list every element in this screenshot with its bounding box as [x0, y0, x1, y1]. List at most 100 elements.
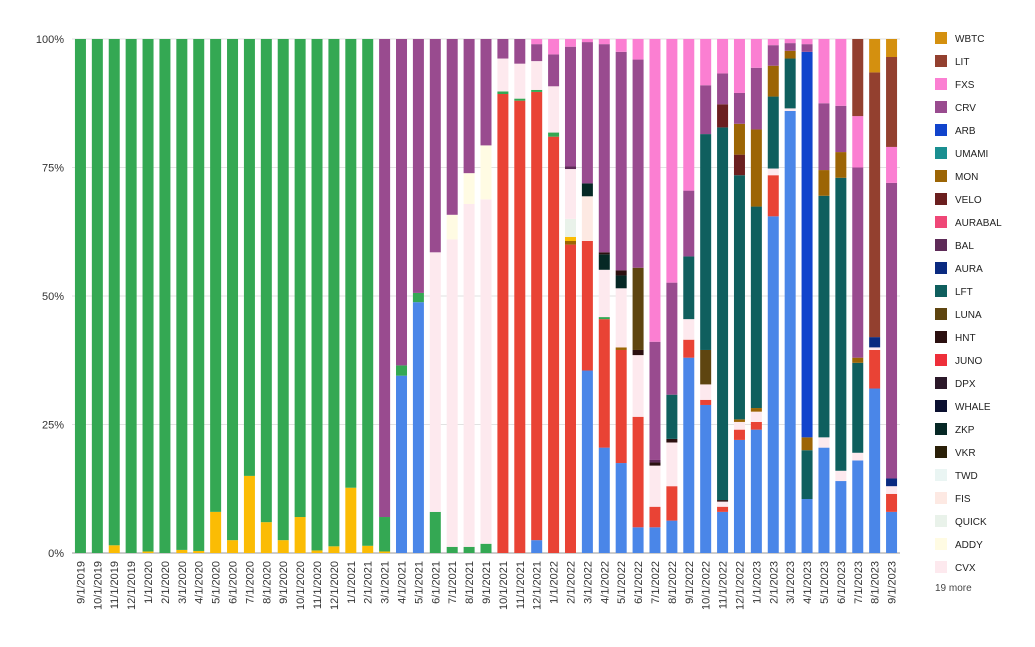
legend-item[interactable]: FIS	[935, 492, 971, 505]
bar-segment	[463, 173, 475, 204]
bar-segment	[615, 349, 627, 464]
bar-segment	[733, 429, 745, 440]
x-tick-label: 7/1/2020	[244, 561, 256, 604]
bar-segment	[869, 349, 881, 389]
x-tick-label: 3/1/2023	[785, 561, 797, 604]
legend-swatch	[935, 538, 947, 550]
bar-segment	[548, 86, 560, 133]
bar-segment	[548, 132, 560, 137]
legend-item[interactable]: LIT	[935, 55, 969, 68]
x-tick-label: 6/1/2021	[430, 561, 442, 604]
bar-segment	[700, 39, 712, 86]
bar-segment	[480, 39, 492, 146]
legend-item[interactable]: WHALE	[935, 400, 991, 413]
legend-item[interactable]: LFT	[935, 285, 973, 298]
bar-segment	[193, 550, 205, 553]
legend-swatch	[935, 492, 947, 504]
legend-item[interactable]: TWD	[935, 469, 978, 482]
legend-item[interactable]: UMAMI	[935, 147, 988, 160]
legend-item[interactable]: ARB	[935, 124, 976, 137]
bar-segment	[564, 236, 576, 242]
legend-swatch	[935, 239, 947, 251]
legend-label: FIS	[955, 494, 971, 505]
x-tick-label: 12/1/2019	[126, 561, 138, 610]
bar-segment	[531, 39, 543, 45]
bar-segment	[717, 501, 729, 507]
legend-label: ADDY	[955, 540, 983, 551]
bar-segment	[581, 241, 593, 371]
x-tick-label: 12/1/2022	[734, 561, 746, 610]
bar-segment	[615, 347, 627, 350]
bar-segment	[717, 511, 729, 553]
legend-item[interactable]: LUNA	[935, 308, 982, 321]
bar-segment	[548, 39, 560, 55]
x-tick-label: 8/1/2020	[261, 561, 273, 604]
bar-segment	[886, 39, 898, 57]
bar-segment	[649, 341, 661, 460]
x-tick-label: 9/1/2022	[684, 561, 696, 604]
legend-item[interactable]: ADDY	[935, 538, 983, 551]
bar-segment	[750, 408, 762, 412]
bar-segment	[210, 511, 222, 553]
legend-item[interactable]: VELO	[935, 193, 982, 206]
bar-segment	[750, 429, 762, 553]
bar-segment	[615, 463, 627, 553]
x-tick-label: 9/1/2020	[278, 561, 290, 604]
legend-label: LFT	[955, 287, 973, 298]
bar-segment	[412, 39, 424, 293]
legend-label: UMAMI	[955, 149, 988, 160]
x-tick-label: 12/1/2021	[532, 561, 544, 610]
legend-label: QUICK	[955, 517, 987, 528]
bar-segment	[666, 39, 678, 283]
legend-item[interactable]: DPX	[935, 377, 976, 390]
bar-segment	[379, 551, 391, 553]
x-tick-label: 5/1/2022	[616, 561, 628, 604]
legend-item[interactable]: BAL	[935, 239, 974, 252]
bars	[74, 39, 898, 554]
legend-item[interactable]: AURA	[935, 262, 983, 275]
legend-item[interactable]: FXS	[935, 78, 975, 91]
legend-swatch	[935, 446, 947, 458]
legend-item[interactable]: WBTC	[935, 32, 984, 45]
x-tick-label: 5/1/2021	[413, 561, 425, 604]
legend-item[interactable]: QUICK	[935, 515, 987, 528]
bar-segment	[886, 486, 898, 494]
bar-segment	[497, 39, 509, 59]
bar-segment	[733, 39, 745, 93]
bar-segment	[886, 146, 898, 183]
x-tick-label: 10/1/2019	[92, 561, 104, 610]
bar-segment	[598, 252, 610, 255]
x-tick-label: 10/1/2020	[295, 561, 307, 610]
bar-segment	[852, 116, 864, 168]
legend-item[interactable]: VKR	[935, 446, 976, 459]
legend-swatch	[935, 331, 947, 343]
bar-segment	[767, 65, 779, 97]
bar-segment	[615, 51, 627, 271]
bar-segment	[835, 105, 847, 153]
x-tick-label: 11/1/2022	[718, 561, 730, 609]
legend-swatch	[935, 515, 947, 527]
bar-segment	[598, 44, 610, 253]
x-tick-label: 9/1/2019	[75, 561, 87, 604]
legend-item[interactable]: MON	[935, 170, 978, 183]
bar-segment	[362, 545, 374, 553]
bar-segment	[142, 551, 154, 553]
legend-item[interactable]: ZKP	[935, 423, 975, 436]
bar-segment	[328, 39, 340, 547]
x-tick-label: 8/1/2021	[464, 561, 476, 604]
legend-item[interactable]: CVX	[935, 561, 976, 574]
bar-segment	[564, 169, 576, 219]
bar-segment	[666, 442, 678, 487]
bar-segment	[733, 92, 745, 124]
legend-more-link[interactable]: 19 more	[935, 583, 972, 594]
bar-segment	[886, 182, 898, 479]
legend-item[interactable]: CRV	[935, 101, 976, 114]
bar-segment	[227, 39, 239, 541]
x-tick-label: 1/1/2021	[346, 561, 358, 604]
bar-segment	[243, 475, 255, 553]
bar-segment	[852, 460, 864, 553]
legend-item[interactable]: JUNO	[935, 354, 982, 367]
legend-item[interactable]: AURABAL	[935, 216, 1002, 229]
legend-item[interactable]: HNT	[935, 331, 976, 344]
bar-segment	[886, 511, 898, 553]
